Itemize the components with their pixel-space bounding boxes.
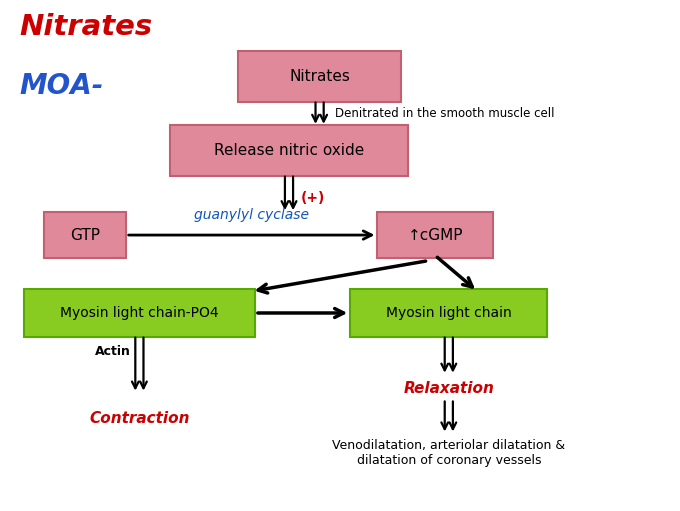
Text: guanylyl cyclase: guanylyl cyclase (194, 208, 309, 222)
Text: Release nitric oxide: Release nitric oxide (214, 143, 364, 158)
Text: Myosin light chain-PO4: Myosin light chain-PO4 (60, 306, 219, 320)
FancyBboxPatch shape (44, 212, 126, 258)
Text: (+): (+) (301, 191, 326, 205)
Text: Denitrated in the smooth muscle cell: Denitrated in the smooth muscle cell (335, 107, 554, 120)
Text: MOA-: MOA- (19, 72, 103, 100)
FancyBboxPatch shape (377, 212, 493, 258)
FancyBboxPatch shape (170, 125, 408, 176)
FancyBboxPatch shape (24, 289, 255, 337)
Text: Contraction: Contraction (89, 411, 190, 426)
Text: ↑cGMP: ↑cGMP (407, 227, 463, 243)
Text: Relaxation: Relaxation (403, 381, 494, 396)
Text: Nitrates: Nitrates (289, 69, 350, 84)
FancyBboxPatch shape (350, 289, 547, 337)
Text: Myosin light chain: Myosin light chain (386, 306, 511, 320)
Text: Actin: Actin (95, 344, 131, 358)
FancyBboxPatch shape (238, 51, 401, 102)
Text: Venodilatation, arteriolar dilatation &
dilatation of coronary vessels: Venodilatation, arteriolar dilatation & … (333, 439, 565, 468)
Text: Nitrates: Nitrates (19, 13, 152, 41)
Text: GTP: GTP (70, 227, 100, 243)
